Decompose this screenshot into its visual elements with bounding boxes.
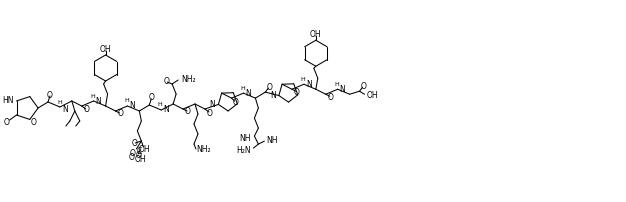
Text: O: O xyxy=(130,148,135,158)
Text: N: N xyxy=(163,105,169,115)
Text: N: N xyxy=(340,85,346,94)
Text: NH₂: NH₂ xyxy=(181,75,196,83)
Text: O: O xyxy=(84,104,90,114)
Text: O: O xyxy=(185,107,191,117)
Text: H: H xyxy=(300,77,305,82)
Text: O: O xyxy=(207,108,213,118)
Text: O: O xyxy=(4,118,9,127)
Text: H: H xyxy=(334,82,339,87)
Text: OH: OH xyxy=(100,44,111,54)
Text: O: O xyxy=(31,118,37,127)
Text: N: N xyxy=(130,101,135,110)
Text: OH: OH xyxy=(138,144,150,154)
Text: N: N xyxy=(62,104,68,114)
Text: O: O xyxy=(131,139,137,147)
Text: N: N xyxy=(245,89,251,98)
Text: N: N xyxy=(306,80,312,89)
Text: H: H xyxy=(58,100,63,104)
Text: OH: OH xyxy=(366,91,378,100)
Text: H: H xyxy=(158,102,163,107)
Text: O: O xyxy=(233,98,239,107)
Text: O: O xyxy=(128,153,135,162)
Text: OH: OH xyxy=(310,30,322,39)
Text: O: O xyxy=(118,109,123,119)
Text: H₂N: H₂N xyxy=(236,146,250,155)
Text: HN: HN xyxy=(2,96,14,105)
Text: C: C xyxy=(136,146,142,156)
Text: O: O xyxy=(267,83,272,92)
Text: O: O xyxy=(294,88,300,97)
Text: O: O xyxy=(47,90,53,100)
Text: NH₂: NH₂ xyxy=(196,145,210,155)
Text: NH: NH xyxy=(239,134,250,143)
Text: N: N xyxy=(96,97,101,105)
Text: NH: NH xyxy=(266,136,278,145)
Text: N: N xyxy=(270,91,276,100)
Text: N: N xyxy=(210,100,215,109)
Text: O: O xyxy=(135,150,141,160)
Text: H: H xyxy=(240,86,245,91)
Text: O: O xyxy=(328,93,334,102)
Text: O: O xyxy=(148,94,154,102)
Text: H: H xyxy=(90,94,95,99)
Text: H: H xyxy=(124,99,129,103)
Text: OH: OH xyxy=(135,155,146,163)
Text: O: O xyxy=(361,82,366,91)
Text: O: O xyxy=(163,78,169,86)
